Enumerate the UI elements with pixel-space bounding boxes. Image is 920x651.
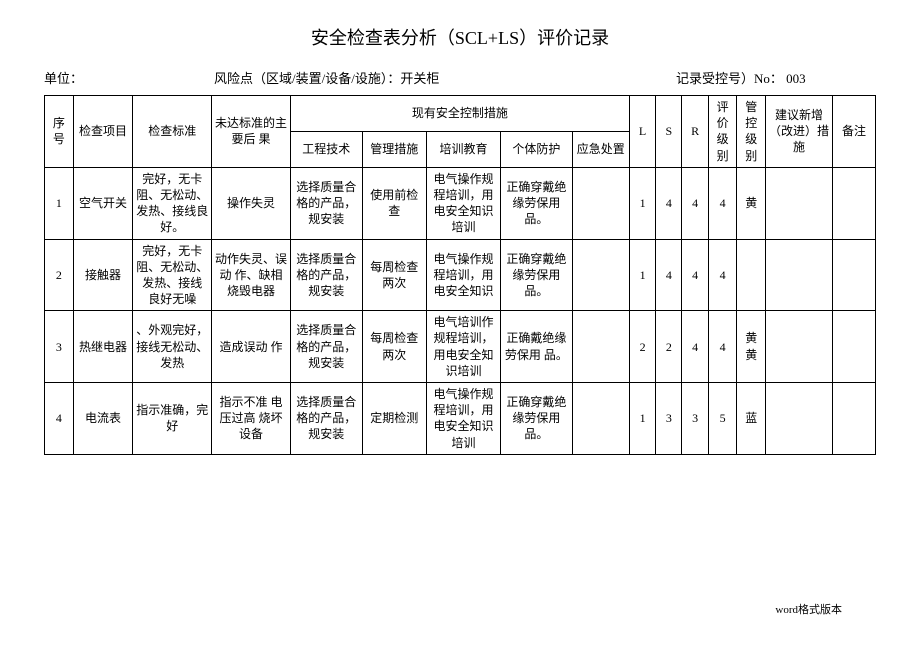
col-m2: 管理措施 bbox=[362, 131, 426, 167]
cell-L: 2 bbox=[629, 311, 655, 383]
cell-seq: 3 bbox=[45, 311, 74, 383]
cell-R: 3 bbox=[682, 383, 708, 455]
cell-suggest bbox=[766, 311, 833, 383]
cell-L: 1 bbox=[629, 167, 655, 239]
record-label: 记录受控号）No： 003 bbox=[676, 68, 876, 87]
cell-eval: 5 bbox=[708, 383, 737, 455]
cell-item: 热继电器 bbox=[73, 311, 133, 383]
cell-seq: 2 bbox=[45, 239, 74, 311]
cell-m3: 电气操作规程培训，用电安全知识培训 bbox=[427, 383, 501, 455]
cell-m5 bbox=[572, 167, 629, 239]
cell-m5 bbox=[572, 311, 629, 383]
col-l: L bbox=[629, 96, 655, 168]
sub-header: 单位： 风险点（区域/装置/设备/设施）：开关柜 记录受控号）No： 003 bbox=[44, 68, 876, 87]
cell-m4: 正确戴绝缘劳保用 品。 bbox=[501, 311, 573, 383]
cell-m4: 正确穿戴绝缘劳保用品。 bbox=[501, 239, 573, 311]
cell-R: 4 bbox=[682, 167, 708, 239]
cell-m3: 电气操作规程培训，用电安全知识培训 bbox=[427, 167, 501, 239]
cell-m1: 选择质量合格的产品，规安装 bbox=[290, 167, 362, 239]
cell-std: 指示准确，完好 bbox=[133, 383, 212, 455]
col-r: R bbox=[682, 96, 708, 168]
table-row: 2接触器完好，无卡阻、无松动、发热、接线 良好无噪动作失灵、误动 作、缺相 烧毁… bbox=[45, 239, 876, 311]
cell-m2: 定期检测 bbox=[362, 383, 426, 455]
col-suggest: 建议新增（改进）措施 bbox=[766, 96, 833, 168]
cell-ctrl: 蓝 bbox=[737, 383, 766, 455]
cell-std: 完好，无卡阻、无松动、发热、接线 良好无噪 bbox=[133, 239, 212, 311]
cell-L: 1 bbox=[629, 383, 655, 455]
cell-m2: 使用前检查 bbox=[362, 167, 426, 239]
col-std: 检查标准 bbox=[133, 96, 212, 168]
col-ctrl: 管控级别 bbox=[737, 96, 766, 168]
cell-std: 完好，无卡阻、无松动、发热、接线良好。 bbox=[133, 167, 212, 239]
cell-suggest bbox=[766, 239, 833, 311]
cell-ctrl bbox=[737, 239, 766, 311]
table-row: 4电流表指示准确，完好指示不准 电压过高 烧坏设备选择质量合格的产品，规安装定期… bbox=[45, 383, 876, 455]
table-row: 3热继电器、外观完好，接线无松动、发热造成误动 作选择质量合格的产品，规安装每周… bbox=[45, 311, 876, 383]
cell-fail: 动作失灵、误动 作、缺相 烧毁电器 bbox=[212, 239, 291, 311]
col-seq: 序号 bbox=[45, 96, 74, 168]
cell-m1: 选择质量合格的产品，规安装 bbox=[290, 383, 362, 455]
cell-seq: 4 bbox=[45, 383, 74, 455]
cell-fail: 指示不准 电压过高 烧坏设备 bbox=[212, 383, 291, 455]
cell-R: 4 bbox=[682, 239, 708, 311]
cell-suggest bbox=[766, 383, 833, 455]
cell-note bbox=[832, 311, 875, 383]
cell-m2: 每周检查两次 bbox=[362, 311, 426, 383]
col-eval: 评价级别 bbox=[708, 96, 737, 168]
cell-m5 bbox=[572, 239, 629, 311]
cell-ctrl: 黄黄 bbox=[737, 311, 766, 383]
cell-item: 接触器 bbox=[73, 239, 133, 311]
cell-m2: 每周检查两次 bbox=[362, 239, 426, 311]
cell-m4: 正确穿戴绝缘劳保用 品。 bbox=[501, 383, 573, 455]
col-m4: 个体防护 bbox=[501, 131, 573, 167]
table-row: 1空气开关完好，无卡阻、无松动、发热、接线良好。操作失灵选择质量合格的产品，规安… bbox=[45, 167, 876, 239]
col-m5: 应急处置 bbox=[572, 131, 629, 167]
col-m1: 工程技术 bbox=[290, 131, 362, 167]
cell-S: 3 bbox=[656, 383, 682, 455]
col-fail: 未达标准的主要后 果 bbox=[212, 96, 291, 168]
col-m3: 培训教育 bbox=[427, 131, 501, 167]
unit-label: 单位： bbox=[44, 68, 214, 87]
cell-item: 电流表 bbox=[73, 383, 133, 455]
cell-note bbox=[832, 167, 875, 239]
cell-m3: 电气操作规程培训，用电安全知识 bbox=[427, 239, 501, 311]
cell-m3: 电气培训作规程培训，用电安全知识培训 bbox=[427, 311, 501, 383]
cell-seq: 1 bbox=[45, 167, 74, 239]
cell-item: 空气开关 bbox=[73, 167, 133, 239]
cell-fail: 造成误动 作 bbox=[212, 311, 291, 383]
cell-m4: 正确穿戴绝缘劳保用品。 bbox=[501, 167, 573, 239]
risk-label: 风险点（区域/装置/设备/设施）：开关柜 bbox=[214, 68, 676, 87]
cell-ctrl: 黄 bbox=[737, 167, 766, 239]
cell-std: 、外观完好，接线无松动、发热 bbox=[133, 311, 212, 383]
cell-suggest bbox=[766, 167, 833, 239]
cell-m5 bbox=[572, 383, 629, 455]
cell-R: 4 bbox=[682, 311, 708, 383]
cell-eval: 4 bbox=[708, 311, 737, 383]
col-note: 备注 bbox=[832, 96, 875, 168]
cell-fail: 操作失灵 bbox=[212, 167, 291, 239]
cell-eval: 4 bbox=[708, 167, 737, 239]
col-item: 检查项目 bbox=[73, 96, 133, 168]
col-s: S bbox=[656, 96, 682, 168]
cell-note bbox=[832, 383, 875, 455]
cell-L: 1 bbox=[629, 239, 655, 311]
cell-eval: 4 bbox=[708, 239, 737, 311]
cell-S: 4 bbox=[656, 167, 682, 239]
header-row-1: 序号 检查项目 检查标准 未达标准的主要后 果 现有安全控制措施 L S R 评… bbox=[45, 96, 876, 132]
page-title: 安全检查表分析（SCL+LS）评价记录 bbox=[44, 24, 876, 50]
evaluation-table: 序号 检查项目 检查标准 未达标准的主要后 果 现有安全控制措施 L S R 评… bbox=[44, 95, 876, 455]
cell-m1: 选择质量合格的产品，规安装 bbox=[290, 311, 362, 383]
col-measures: 现有安全控制措施 bbox=[290, 96, 629, 132]
cell-S: 2 bbox=[656, 311, 682, 383]
footer-text: word格式版本 bbox=[775, 601, 842, 617]
cell-note bbox=[832, 239, 875, 311]
cell-m1: 选择质量合格的产品，规安装 bbox=[290, 239, 362, 311]
cell-S: 4 bbox=[656, 239, 682, 311]
